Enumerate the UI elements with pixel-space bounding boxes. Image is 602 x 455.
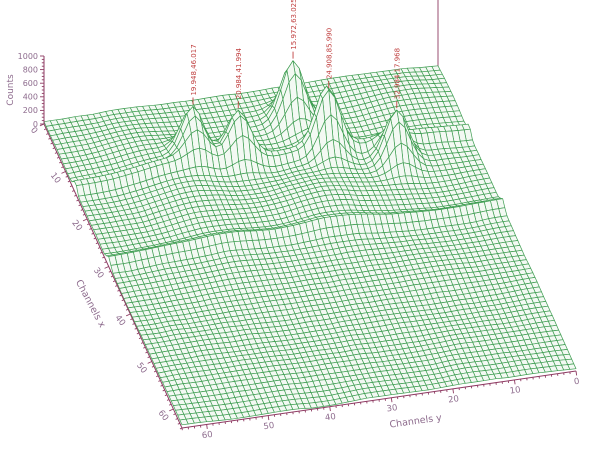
channels-x-axis-title: Channels x	[73, 278, 108, 330]
counts-tick-label: 0	[33, 120, 38, 129]
channels-y-tick-label: 50	[263, 421, 275, 432]
peak-coordinate-label: 15.972,63.025	[290, 0, 298, 50]
channels-x-tick-label: 60	[156, 408, 171, 423]
counts-tick-label: 1000	[18, 52, 38, 61]
peak-labels: 19.948,46.017 20.984,41.994 15.972,63.025 2…	[190, 0, 402, 109]
channels-x-tick-label: 50	[134, 361, 149, 376]
counts-tick-label: 400	[23, 93, 38, 102]
peak-coordinate-label: 24.908,85.990	[326, 28, 334, 79]
counts-tick-label: 600	[23, 79, 38, 88]
channels-y-tick-label: 60	[201, 430, 213, 441]
channels-y-axis-title: Channels y	[389, 412, 443, 430]
counts-tick-label: 200	[23, 106, 38, 115]
channels-x-tick-label: 10	[48, 171, 63, 186]
channels-y-axis: 0 10 20 30 40 50 60	[181, 370, 580, 441]
channels-x-tick-label: 40	[113, 313, 128, 328]
channels-y-tick-label: 40	[324, 412, 336, 423]
peak-coordinate-label: 32.984,17.968	[394, 48, 402, 99]
counts-axis: 0 200 400 600 800 1000	[18, 52, 45, 129]
channels-y-tick-label: 0	[573, 377, 580, 388]
surface-mesh	[43, 60, 577, 426]
channels-x-tick-label: 20	[69, 218, 84, 233]
peak-coordinate-label: 20.984,41.994	[235, 47, 243, 99]
peak-coordinate-label: 19.948,46.017	[190, 44, 198, 95]
channels-x-tick-label: 30	[91, 266, 106, 281]
counts-axis-title: Counts	[6, 74, 16, 106]
counts-tick-label: 800	[23, 65, 38, 74]
channels-y-tick-label: 20	[448, 394, 460, 405]
channels-y-tick-label: 10	[509, 385, 521, 396]
channels-x-tick-label: 0	[28, 126, 39, 136]
channels-y-tick-label: 30	[386, 403, 398, 414]
